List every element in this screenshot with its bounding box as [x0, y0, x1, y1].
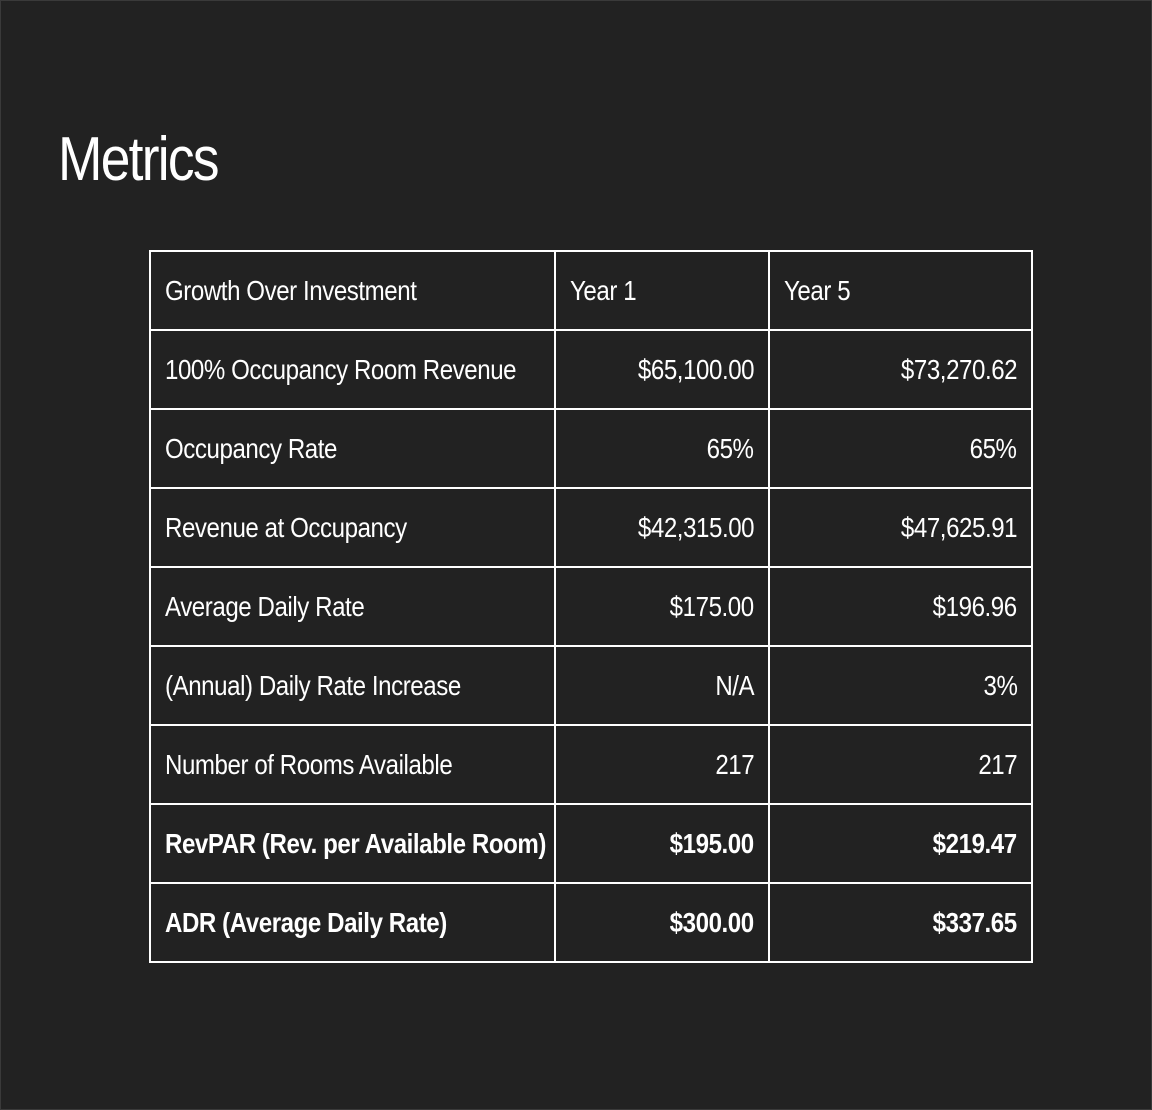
row-value-year-1: $42,315.00 — [554, 487, 770, 568]
row-value-year-5: $73,270.62 — [768, 329, 1033, 410]
row-value-year-1: $65,100.00 — [554, 329, 770, 410]
table-row: Number of Rooms Available 217 217 — [149, 724, 1033, 805]
page-title: Metrics — [58, 125, 219, 194]
metrics-table: Growth Over Investment Year 1 Year 5 100… — [149, 250, 1033, 963]
row-value-year-5: $47,625.91 — [768, 487, 1033, 568]
row-value-year-5: $196.96 — [768, 566, 1033, 647]
row-value-year-1: $175.00 — [554, 566, 770, 647]
table-row: Revenue at Occupancy $42,315.00 $47,625.… — [149, 487, 1033, 568]
row-value-year-5: $337.65 — [768, 882, 1033, 963]
table-row: Occupancy Rate 65% 65% — [149, 408, 1033, 489]
row-label: Occupancy Rate — [149, 408, 556, 489]
table-row: ADR (Average Daily Rate) $300.00 $337.65 — [149, 882, 1033, 963]
header-cell-metric: Growth Over Investment — [149, 250, 556, 331]
table-row: Average Daily Rate $175.00 $196.96 — [149, 566, 1033, 647]
row-value-year-5: 65% — [768, 408, 1033, 489]
row-value-year-1: N/A — [554, 645, 770, 726]
row-label: Number of Rooms Available — [149, 724, 556, 805]
row-value-year-1: $195.00 — [554, 803, 770, 884]
row-value-year-5: 217 — [768, 724, 1033, 805]
header-cell-year-1: Year 1 — [554, 250, 770, 331]
row-label: Average Daily Rate — [149, 566, 556, 647]
table-row: 100% Occupancy Room Revenue $65,100.00 $… — [149, 329, 1033, 410]
table-header-row: Growth Over Investment Year 1 Year 5 — [149, 250, 1033, 331]
row-label: ADR (Average Daily Rate) — [149, 882, 556, 963]
row-value-year-1: 65% — [554, 408, 770, 489]
table-row: RevPAR (Rev. per Available Room) $195.00… — [149, 803, 1033, 884]
row-value-year-1: 217 — [554, 724, 770, 805]
row-label: 100% Occupancy Room Revenue — [149, 329, 556, 410]
row-label: (Annual) Daily Rate Increase — [149, 645, 556, 726]
header-cell-year-5: Year 5 — [768, 250, 1033, 331]
table-row: (Annual) Daily Rate Increase N/A 3% — [149, 645, 1033, 726]
row-label: RevPAR (Rev. per Available Room) — [149, 803, 556, 884]
row-value-year-5: 3% — [768, 645, 1033, 726]
row-label: Revenue at Occupancy — [149, 487, 556, 568]
row-value-year-1: $300.00 — [554, 882, 770, 963]
row-value-year-5: $219.47 — [768, 803, 1033, 884]
